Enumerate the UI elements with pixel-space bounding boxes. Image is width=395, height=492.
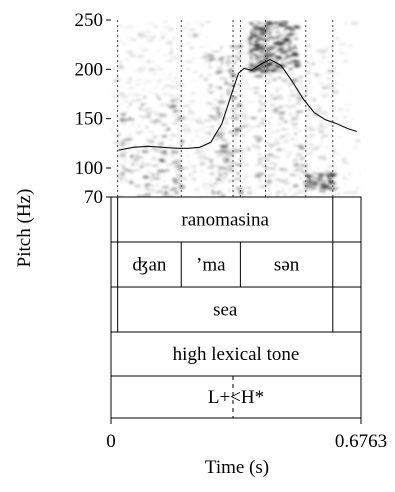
x-axis-ticks: 0 0.6763 bbox=[106, 418, 387, 452]
interval-label: ʤan bbox=[132, 255, 166, 276]
interval-label: ’ma bbox=[196, 255, 226, 276]
x-tick-label: 0 bbox=[106, 431, 116, 452]
x-axis-label: Time (s) bbox=[205, 457, 269, 478]
interval-label: high lexical tone bbox=[173, 344, 300, 365]
annotation-tiers: ranomasina ʤan ’ma sən sea high lexical tone L… bbox=[110, 196, 362, 419]
y-tick-label: 200 bbox=[75, 59, 104, 80]
y-axis-label: Pitch (Hz) bbox=[14, 189, 35, 268]
y-axis-ticks: 250 200 150 100 70 bbox=[75, 10, 111, 208]
interval-label: sən bbox=[274, 255, 300, 276]
interval-label: L+<H* bbox=[208, 387, 264, 408]
tier-frame bbox=[110, 196, 362, 419]
y-tick-label: 70 bbox=[84, 187, 103, 208]
y-tick-label: 150 bbox=[75, 109, 104, 130]
x-tick-label: 0.6763 bbox=[335, 431, 387, 452]
interval-label: ranomasina bbox=[181, 210, 269, 231]
spectrogram bbox=[111, 20, 361, 197]
pitch-contour bbox=[118, 58, 357, 151]
interval-label: sea bbox=[213, 300, 238, 321]
y-tick-label: 250 bbox=[75, 10, 104, 31]
y-tick-label: 100 bbox=[75, 158, 104, 179]
